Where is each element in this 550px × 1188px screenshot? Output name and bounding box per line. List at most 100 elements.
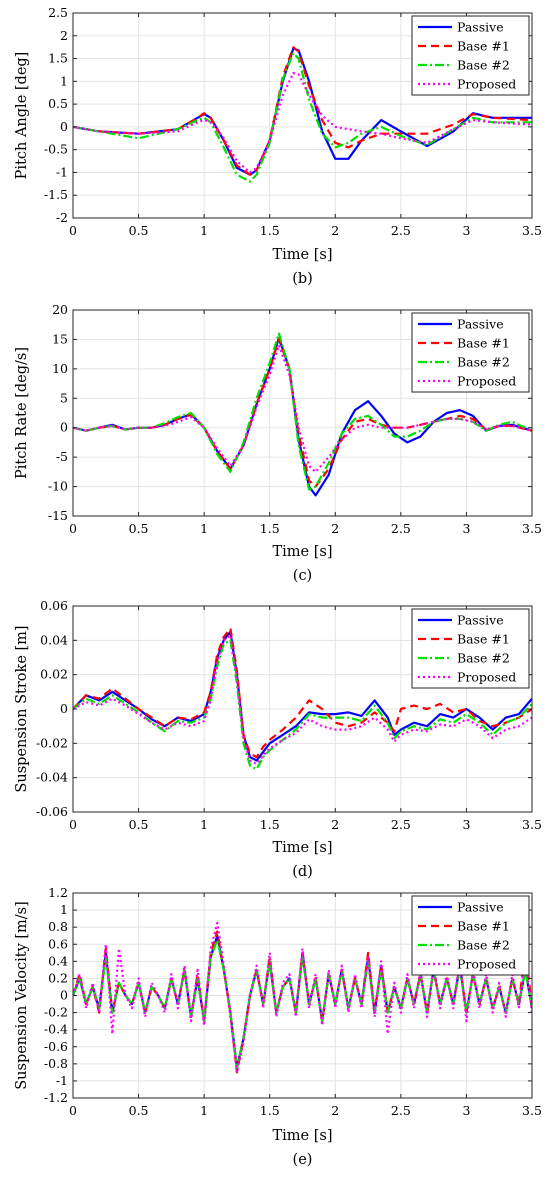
- x-tick-label: 0.5: [129, 223, 149, 238]
- x-tick-label: 3.5: [522, 1103, 542, 1118]
- x-axis-label: Time [s]: [272, 840, 332, 856]
- legend-box: [411, 895, 530, 976]
- y-tick-label: 0: [60, 701, 68, 716]
- y-tick-label: -0.6: [44, 1039, 68, 1054]
- y-tick-label: -15: [48, 508, 68, 523]
- x-tick-label: 1.5: [260, 1103, 280, 1118]
- y-tick-label: 15: [52, 331, 68, 346]
- y-tick-label: -2: [56, 210, 68, 225]
- legend: Passive Base #1 Base #2 Proposed: [411, 895, 530, 976]
- x-axis-label: Time [s]: [272, 247, 332, 263]
- legend-label: Base #2: [457, 938, 510, 953]
- x-tick-label: 0.5: [129, 521, 149, 536]
- legend-label: Proposed: [457, 77, 516, 92]
- legend-label: Proposed: [457, 670, 516, 685]
- panel-caption: (e): [293, 1152, 313, 1168]
- legend-label: Base #1: [457, 632, 510, 647]
- legend-label: Proposed: [457, 374, 516, 389]
- x-tick-label: 2: [331, 521, 339, 536]
- y-tick-label: 1: [60, 73, 68, 88]
- x-tick-label: 0: [69, 817, 77, 832]
- legend-label: Passive: [457, 317, 504, 332]
- legend-label: Passive: [457, 20, 504, 35]
- y-tick-label: -1.2: [44, 1090, 68, 1105]
- y-tick-label: -1: [56, 164, 68, 179]
- y-tick-label: 0.02: [40, 667, 68, 682]
- chart-2: 0 0.5 1 1.5 2 2.5 3 3.5 -15 -10 -5 0 5 10 15 20 Time [s]…: [14, 302, 542, 584]
- legend: Passive Base #1 Base #2 Proposed: [411, 15, 530, 96]
- chart-3: 0 0.5 1 1.5 2 2.5 3 3.5 -0.06 -0.04 -0.02 0 0.02 0.04…: [14, 598, 542, 880]
- legend-label: Base #2: [457, 355, 510, 370]
- series-line-base-1: [73, 627, 532, 759]
- x-axis-label: Time [s]: [272, 1128, 332, 1144]
- x-tick-label: 1.5: [260, 223, 280, 238]
- chart-1: 0 0.5 1 1.5 2 2.5 3 3.5 -2 -1.5 -1 -0.5 0 0.5 1 1.5 2 2.5…: [14, 5, 542, 287]
- chart-4: 0 0.5 1 1.5 2 2.5 3 3.5 -1.2 -1 -0.8 -0.6 -0.4 -0.2 0 0…: [14, 885, 542, 1168]
- x-tick-label: 3: [462, 1103, 470, 1118]
- y-axis-label: Suspension Velocity [m/s]: [14, 901, 30, 1090]
- x-tick-label: 2.5: [391, 521, 411, 536]
- x-tick-label: 0: [69, 223, 77, 238]
- y-tick-label: 0.04: [40, 632, 68, 647]
- y-tick-label: -1.5: [44, 187, 68, 202]
- y-axis-label: Pitch Rate [deg/s]: [14, 347, 30, 479]
- x-tick-label: 3.5: [522, 223, 542, 238]
- series-line-proposed: [73, 634, 532, 765]
- x-axis-label: Time [s]: [272, 544, 332, 560]
- y-tick-label: -0.5: [44, 142, 68, 157]
- legend: Passive Base #1 Base #2 Proposed: [411, 608, 530, 689]
- y-tick-label: 5: [60, 390, 68, 405]
- x-tick-label: 1: [200, 223, 208, 238]
- series-line-base-2: [73, 52, 532, 183]
- y-tick-label: 0.2: [48, 970, 68, 985]
- x-tick-label: 2.5: [391, 1103, 411, 1118]
- y-tick-label: -10: [48, 479, 68, 494]
- y-tick-label: 10: [52, 361, 68, 376]
- x-tick-label: 0: [69, 1103, 77, 1118]
- legend-label: Passive: [457, 613, 504, 628]
- legend: Passive Base #1 Base #2 Proposed: [411, 312, 530, 393]
- legend-label: Base #1: [457, 336, 510, 351]
- legend-box: [411, 312, 530, 393]
- legend-label: Base #1: [457, 919, 510, 934]
- x-tick-label: 3.5: [522, 521, 542, 536]
- x-tick-label: 0.5: [129, 817, 149, 832]
- y-axis-label: Suspension Stroke [m]: [14, 625, 30, 792]
- axes-frame: [72, 309, 533, 517]
- series-line-proposed: [73, 72, 532, 174]
- y-tick-label: -0.4: [44, 1022, 68, 1037]
- y-tick-label: 0.8: [48, 919, 68, 934]
- legend-box: [411, 608, 530, 689]
- legend-label: Proposed: [457, 957, 516, 972]
- x-tick-label: 1.5: [260, 521, 280, 536]
- series-line-proposed: [73, 344, 532, 473]
- x-tick-label: 2.5: [391, 223, 411, 238]
- x-tick-label: 0.5: [129, 1103, 149, 1118]
- y-tick-label: -0.04: [36, 770, 68, 785]
- y-tick-label: 2.5: [48, 5, 68, 20]
- y-tick-label: -0.8: [44, 1056, 68, 1071]
- y-tick-label: 2: [60, 28, 68, 43]
- y-tick-label: -1: [56, 1073, 68, 1088]
- y-tick-label: -5: [56, 449, 68, 464]
- x-tick-label: 2: [331, 223, 339, 238]
- x-tick-label: 3.5: [522, 817, 542, 832]
- x-tick-label: 2: [331, 817, 339, 832]
- legend-label: Base #1: [457, 39, 510, 54]
- y-tick-label: 0.5: [48, 96, 68, 111]
- series-line-base-1: [73, 46, 532, 176]
- y-tick-label: -0.2: [44, 1005, 68, 1020]
- y-tick-label: 1.5: [48, 51, 68, 66]
- y-tick-label: 0: [60, 420, 68, 435]
- y-tick-label: 0: [60, 988, 68, 1003]
- legend-label: Base #2: [457, 651, 510, 666]
- y-tick-label: 0.06: [40, 598, 68, 613]
- panel-caption: (c): [293, 568, 312, 584]
- legend-box: [411, 15, 530, 96]
- panel-caption: (b): [292, 271, 313, 287]
- x-tick-label: 3: [462, 223, 470, 238]
- legend-label: Passive: [457, 900, 504, 915]
- y-tick-label: 1.2: [48, 885, 68, 900]
- x-tick-label: 1: [200, 1103, 208, 1118]
